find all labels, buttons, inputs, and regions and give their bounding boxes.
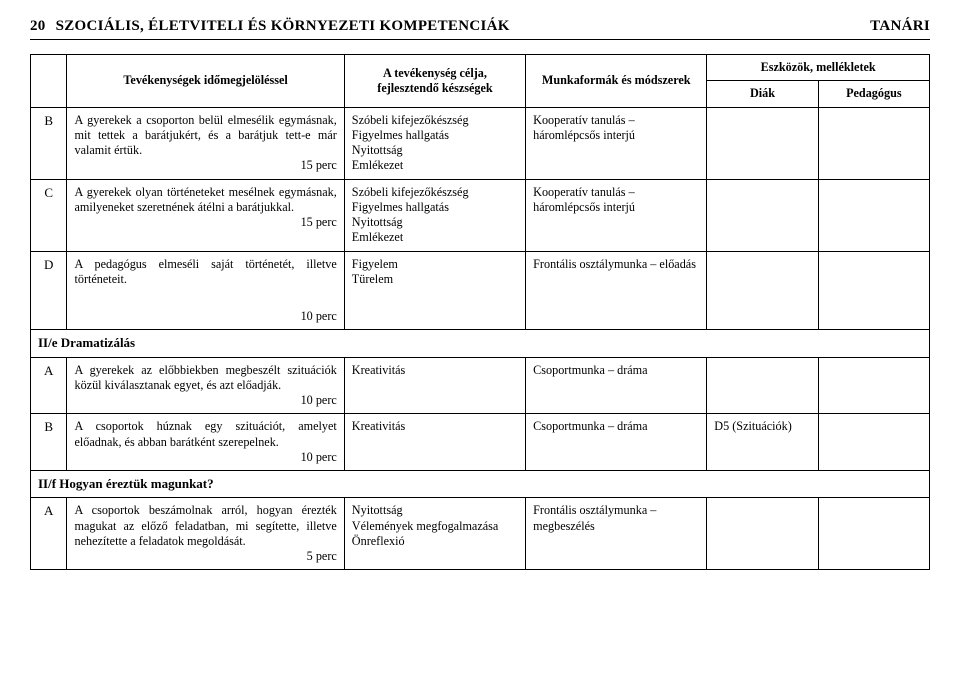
section-label: II/e Dramatizálás: [31, 330, 930, 357]
row-activity: A csoportok beszámolnak arról, hogyan ér…: [74, 503, 336, 548]
col-head-student: Diák: [707, 81, 818, 107]
row-time: 10 perc: [74, 450, 336, 465]
header-rule: [30, 39, 930, 40]
row-teacher: [818, 107, 929, 179]
row-teacher: [818, 251, 929, 330]
row-code: B: [31, 107, 67, 179]
row-student: [707, 357, 818, 414]
table-row: B A csoportok húznak egy szituációt, ame…: [31, 414, 930, 471]
row-time: 10 perc: [74, 393, 336, 408]
row-student: [707, 251, 818, 330]
row-teacher: [818, 414, 929, 471]
page-header: 20 SZOCIÁLIS, ÉLETVITELI ÉS KÖRNYEZETI K…: [30, 18, 930, 35]
row-goal: Szóbeli kifejezőkészségFigyelmes hallgat…: [344, 107, 525, 179]
section-row: II/e Dramatizálás: [31, 330, 930, 357]
row-student: [707, 107, 818, 179]
row-activity: A gyerekek olyan történeteket mesélnek e…: [74, 185, 336, 214]
row-goal: NyitottságVélemények megfogalmazásaÖnref…: [344, 498, 525, 570]
row-teacher: [818, 357, 929, 414]
row-time: 10 perc: [74, 309, 336, 324]
col-head-code: [31, 55, 67, 108]
row-code: B: [31, 414, 67, 471]
row-code: C: [31, 179, 67, 251]
row-activity: A gyerekek a csoporton belül elmesélik e…: [74, 113, 336, 158]
col-head-method: Munkaformák és módszerek: [526, 55, 707, 108]
row-time: 15 perc: [74, 158, 336, 173]
row-activity: A pedagógus elmeséli saját történetét, i…: [74, 257, 336, 286]
table-row: A A csoportok beszámolnak arról, hogyan …: [31, 498, 930, 570]
row-method: Frontális osztálymunka – előadás: [526, 251, 707, 330]
table-row: B A gyerekek a csoporton belül elmesélik…: [31, 107, 930, 179]
row-goal: Kreativitás: [344, 414, 525, 471]
col-head-tools: Eszközök, mellékletek: [707, 55, 930, 81]
row-student: D5 (Szituációk): [707, 414, 818, 471]
row-goal: FigyelemTürelem: [344, 251, 525, 330]
row-time: 5 perc: [74, 549, 336, 564]
col-head-teacher: Pedagógus: [818, 81, 929, 107]
col-head-goal: A tevékenység célja, fejlesztendő készsé…: [344, 55, 525, 108]
table-row: C A gyerekek olyan történeteket mesélnek…: [31, 179, 930, 251]
row-method: Kooperatív tanulás – háromlépcsős interj…: [526, 107, 707, 179]
table-row: A A gyerekek az előbbiekben megbeszélt s…: [31, 357, 930, 414]
row-method: Csoportmunka – dráma: [526, 414, 707, 471]
row-activity: A gyerekek az előbbiekben megbeszélt szi…: [74, 363, 336, 392]
table-row: D A pedagógus elmeséli saját történetét,…: [31, 251, 930, 330]
row-teacher: [818, 498, 929, 570]
row-activity: A csoportok húznak egy szituációt, amely…: [74, 419, 336, 448]
header-title: SZOCIÁLIS, ÉLETVITELI ÉS KÖRNYEZETI KOMP…: [56, 18, 510, 35]
page-number: 20: [30, 18, 46, 35]
row-time: 15 perc: [74, 215, 336, 230]
row-student: [707, 498, 818, 570]
row-method: Csoportmunka – dráma: [526, 357, 707, 414]
row-method: Frontális osztálymunka – megbeszélés: [526, 498, 707, 570]
row-code: A: [31, 357, 67, 414]
row-code: D: [31, 251, 67, 330]
lesson-plan-table: Tevékenységek időmegjelöléssel A tevéken…: [30, 54, 930, 570]
section-label: II/f Hogyan éreztük magunkat?: [31, 471, 930, 498]
row-method: Kooperatív tanulás – háromlépcsős interj…: [526, 179, 707, 251]
row-goal: Kreativitás: [344, 357, 525, 414]
row-code: A: [31, 498, 67, 570]
col-head-activity: Tevékenységek időmegjelöléssel: [67, 55, 344, 108]
header-role: TANÁRI: [870, 18, 930, 35]
row-teacher: [818, 179, 929, 251]
row-goal: Szóbeli kifejezőkészségFigyelmes hallgat…: [344, 179, 525, 251]
row-student: [707, 179, 818, 251]
section-row: II/f Hogyan éreztük magunkat?: [31, 471, 930, 498]
